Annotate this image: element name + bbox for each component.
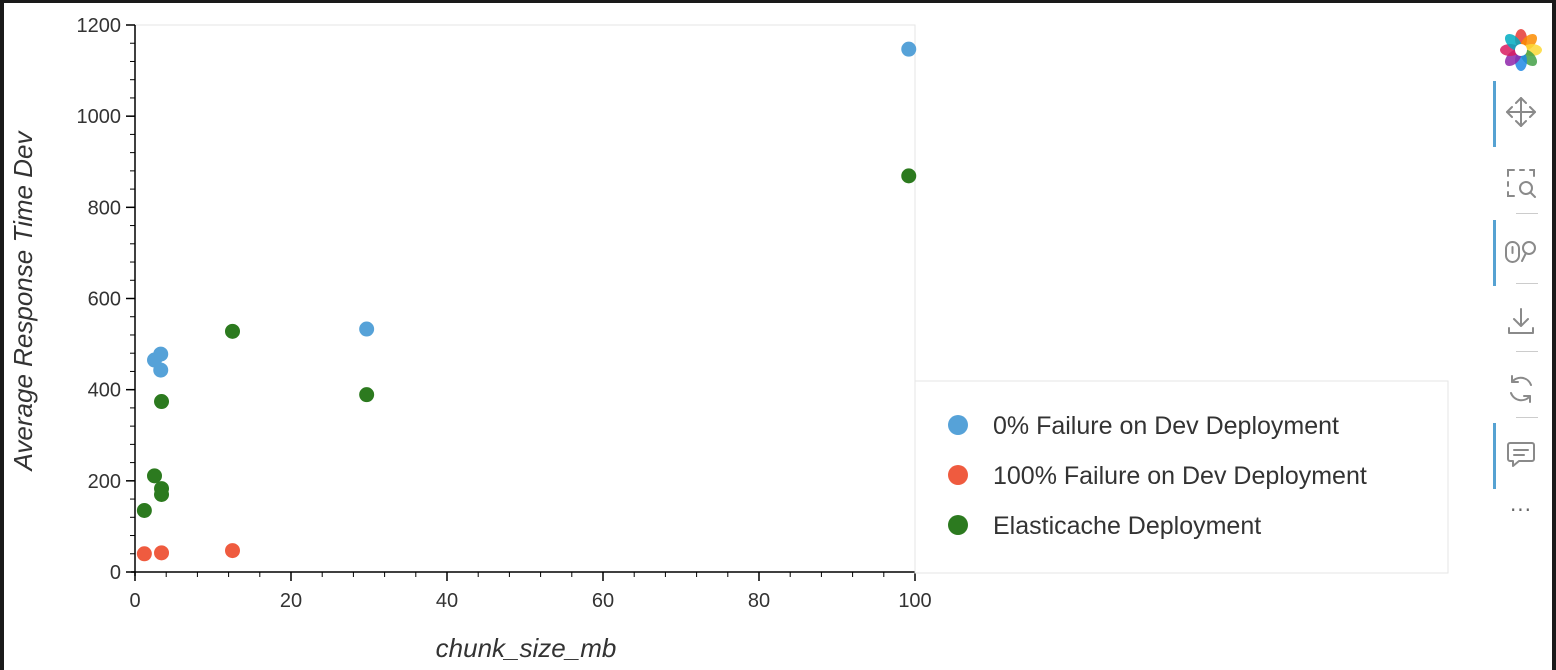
point-series-2[interactable]: [136, 502, 152, 518]
pan-icon: [1504, 95, 1538, 134]
y-tick-label: 600: [88, 289, 121, 311]
x-tick-label: 0: [129, 590, 140, 612]
y-axis-label: Average Response Time Dev: [8, 130, 38, 473]
x-tick-label: 40: [436, 590, 458, 612]
y-tick-label: 1000: [77, 106, 122, 128]
legend-label: Elasticache Deployment: [993, 512, 1261, 540]
reset-tool[interactable]: [1490, 366, 1552, 416]
legend-label: 100% Failure on Dev Deployment: [993, 462, 1367, 490]
legend-swatch: [948, 515, 968, 535]
y-tick-label: 0: [110, 562, 121, 584]
x-tick-label: 20: [280, 590, 302, 612]
point-series-2[interactable]: [901, 168, 917, 184]
x-tick-label: 100: [898, 590, 931, 612]
point-series-0[interactable]: [153, 346, 169, 362]
bokeh-logo-icon: [1500, 28, 1542, 76]
point-series-0[interactable]: [901, 41, 917, 57]
point-series-0[interactable]: [153, 362, 169, 378]
point-series-0[interactable]: [359, 321, 375, 337]
point-series-1[interactable]: [136, 546, 152, 562]
point-series-2[interactable]: [154, 487, 170, 503]
toolbar-separator: [1516, 283, 1538, 284]
legend-box: [914, 380, 1449, 574]
toolbar-separator: [1516, 213, 1538, 214]
bokeh-logo-tool: [1490, 27, 1552, 77]
wheel-zoom-icon: [1503, 234, 1539, 273]
hover-icon: [1504, 437, 1538, 476]
save-tool[interactable]: [1490, 298, 1552, 348]
chart-frame: 0 20 40 60 80 100 0 200 400 600 800 1000 1200 chunk_…: [4, 3, 1552, 670]
point-series-2[interactable]: [359, 387, 375, 403]
x-tick-label: 60: [592, 590, 614, 612]
y-tick-label: 800: [88, 197, 121, 219]
legend-label: 0% Failure on Dev Deployment: [993, 412, 1339, 440]
point-series-2[interactable]: [147, 468, 162, 484]
legend-swatch: [948, 465, 968, 485]
hover-tool[interactable]: [1490, 423, 1552, 489]
legend-swatch: [948, 415, 968, 435]
x-tick-label: 80: [748, 590, 770, 612]
point-series-1[interactable]: [225, 543, 240, 559]
more-tools-button[interactable]: ···: [1490, 485, 1552, 535]
toolbar-separator: [1516, 417, 1538, 418]
box-zoom-icon: [1504, 166, 1538, 205]
more-dots-icon: ···: [1509, 498, 1533, 522]
point-series-1[interactable]: [154, 545, 170, 561]
toolbar-separator: [1516, 351, 1538, 352]
wheel-zoom-tool[interactable]: [1490, 220, 1552, 286]
point-series-2[interactable]: [154, 394, 170, 410]
point-series-2[interactable]: [225, 323, 240, 339]
pan-tool[interactable]: [1490, 81, 1552, 147]
data-points: [136, 41, 917, 562]
x-axis-label: chunk_size_mb: [436, 633, 617, 663]
plot-area[interactable]: [134, 24, 916, 573]
y-tick-label: 1200: [77, 15, 122, 37]
chart-toolbar: ···: [1490, 23, 1552, 533]
save-icon: [1504, 304, 1538, 343]
reset-icon: [1504, 372, 1538, 411]
legend: 0% Failure on Dev Deployment 100% Failure…: [914, 380, 1449, 574]
box-zoom-tool[interactable]: [1490, 160, 1552, 210]
y-tick-label: 200: [88, 471, 121, 493]
y-tick-label: 400: [88, 380, 121, 402]
